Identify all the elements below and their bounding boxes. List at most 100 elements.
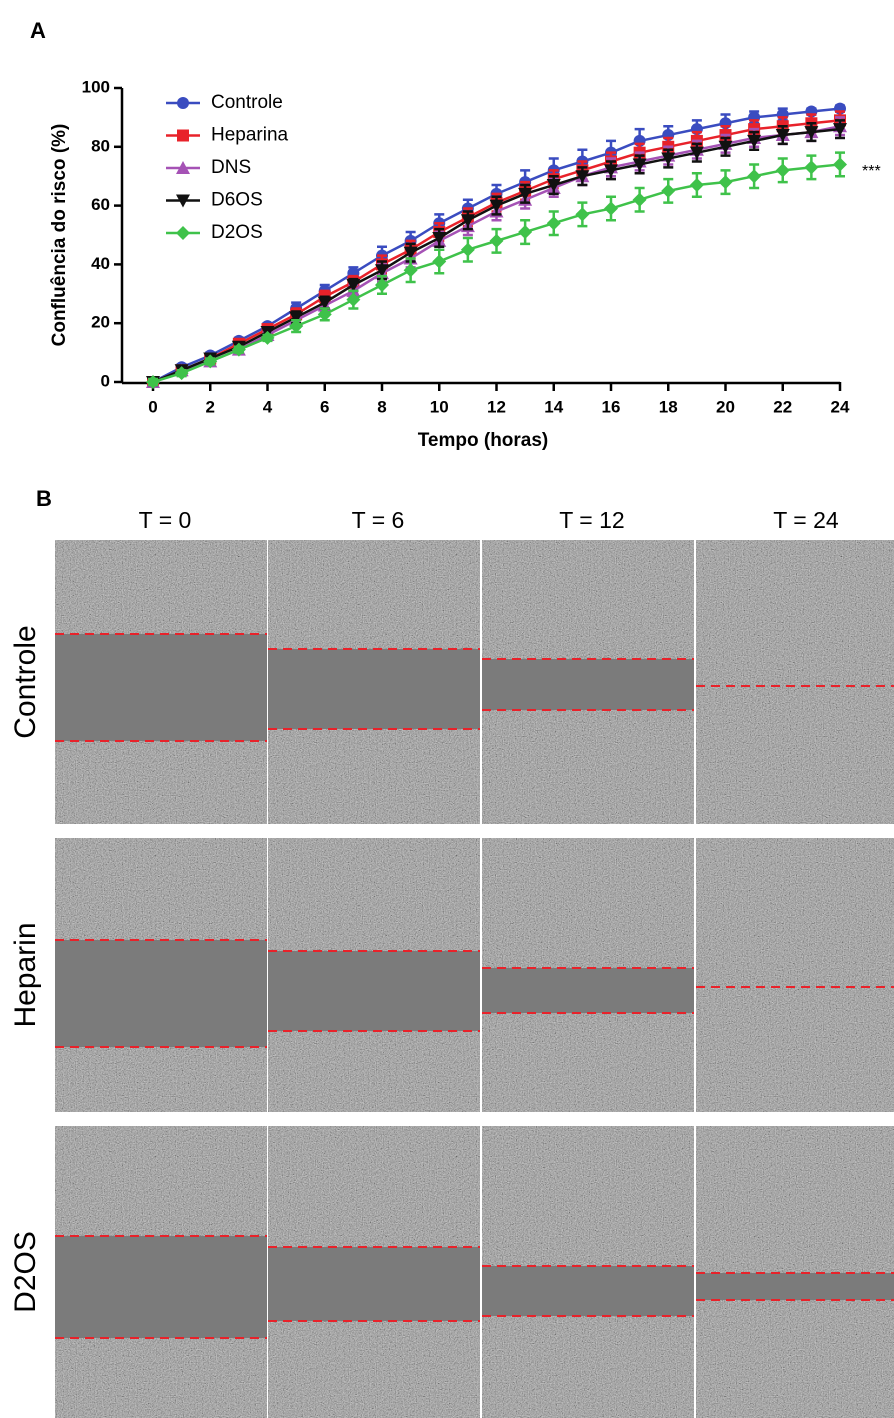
y-tick-label: 80 — [91, 136, 110, 155]
y-tick-label: 40 — [91, 254, 110, 273]
marker — [833, 123, 847, 137]
marker — [661, 152, 676, 166]
marker — [203, 354, 218, 369]
marker — [460, 242, 475, 257]
marker — [432, 254, 447, 269]
x-tick-label: 2 — [206, 397, 215, 416]
marker — [718, 175, 733, 190]
column-label: T = 6 — [352, 507, 405, 533]
marker — [518, 225, 533, 240]
wound-area — [482, 1266, 694, 1316]
x-tick-label: 4 — [263, 397, 273, 416]
x-tick-label: 14 — [544, 397, 563, 416]
marker — [317, 307, 332, 322]
micrograph-texture — [696, 838, 894, 1112]
marker — [146, 375, 160, 389]
marker — [518, 187, 533, 201]
marker — [289, 311, 304, 325]
legend-label: DNS — [211, 157, 251, 178]
marker — [689, 178, 704, 193]
marker — [346, 278, 361, 292]
marker — [775, 129, 790, 143]
marker — [804, 126, 819, 140]
x-axis-label: Tempo (horas) — [418, 430, 549, 451]
panel-label: A — [30, 18, 46, 43]
marker — [489, 199, 504, 213]
wound-area — [55, 1236, 267, 1338]
wound-area — [268, 1247, 480, 1321]
y-tick-label: 0 — [101, 371, 110, 390]
series-line — [152, 127, 841, 384]
x-tick-label: 22 — [773, 397, 792, 416]
column-label: T = 24 — [773, 507, 839, 533]
x-tick-label: 18 — [659, 397, 678, 416]
wound-area — [268, 649, 480, 729]
marker — [260, 330, 275, 345]
wound-area — [268, 951, 480, 1031]
marker — [346, 292, 361, 307]
x-tick-label: 0 — [148, 397, 157, 416]
x-tick-label: 12 — [487, 397, 506, 416]
row-label: Heparin — [9, 922, 42, 1027]
marker — [489, 233, 504, 248]
marker — [403, 263, 418, 278]
y-tick-label: 100 — [82, 77, 110, 96]
x-tick-label: 16 — [602, 397, 621, 416]
marker — [833, 157, 847, 172]
row-label: D2OS — [9, 1231, 42, 1313]
marker — [775, 163, 790, 178]
legend-marker — [176, 161, 190, 174]
marker — [718, 140, 733, 154]
wound-area — [55, 634, 267, 741]
marker — [689, 146, 704, 160]
panel-label: B — [36, 486, 52, 511]
legend-label: D6OS — [211, 190, 263, 211]
marker — [375, 277, 389, 292]
wound-area — [55, 940, 267, 1047]
marker — [174, 366, 189, 381]
legend-label: D2OS — [211, 222, 263, 243]
marker — [747, 169, 762, 184]
wound-area — [482, 659, 694, 710]
x-tick-label: 10 — [430, 397, 449, 416]
marker — [604, 201, 618, 216]
marker — [632, 192, 647, 207]
image-grid: T = 0 T = 6 T = 12 T = 24 Controle Heparin D2O… — [9, 507, 894, 1418]
marker — [375, 264, 389, 278]
marker — [747, 134, 762, 148]
legend-marker — [177, 129, 189, 142]
x-tick-label: 24 — [831, 397, 850, 416]
legend-label: Controle — [211, 92, 283, 113]
wound-area — [482, 968, 694, 1013]
marker — [546, 179, 561, 193]
y-tick-label: 60 — [91, 195, 110, 214]
marker — [575, 207, 590, 222]
marker — [632, 158, 647, 172]
marker — [403, 246, 418, 260]
legend-marker — [176, 226, 190, 240]
wound-area — [696, 1273, 894, 1300]
micrograph-texture — [696, 540, 894, 824]
x-tick-label: 6 — [320, 397, 329, 416]
x-tick-label: 8 — [377, 397, 386, 416]
marker — [546, 216, 561, 231]
legend-label: Heparina — [211, 125, 289, 146]
marker — [804, 160, 819, 175]
marker — [432, 231, 447, 245]
y-axis-label: Confluência do risco (%) — [49, 124, 70, 347]
marker — [661, 183, 676, 198]
significance: *** — [862, 163, 881, 180]
row-label: Controle — [9, 625, 42, 738]
marker — [317, 296, 332, 310]
x-tick-label: 20 — [716, 397, 735, 416]
marker — [231, 342, 246, 357]
column-label: T = 12 — [559, 507, 624, 533]
marker — [575, 170, 590, 184]
marker — [460, 214, 475, 228]
marker — [604, 164, 618, 178]
marker — [289, 319, 304, 334]
legend-marker — [177, 97, 189, 109]
column-label: T = 0 — [139, 507, 192, 533]
legend-marker — [176, 194, 190, 208]
